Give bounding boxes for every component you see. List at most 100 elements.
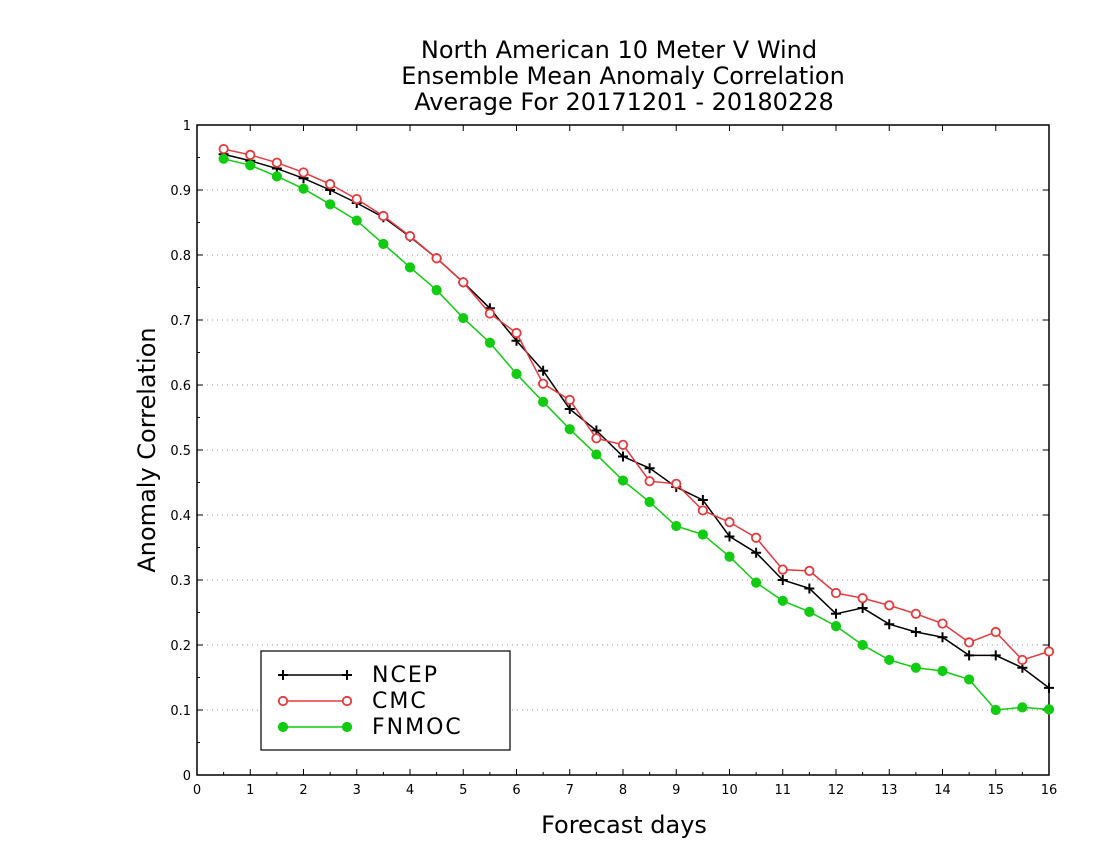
data-point-ncep: [910, 627, 921, 637]
data-point-fnmoc: [964, 674, 975, 685]
data-point-cmc: [564, 394, 575, 406]
y-tick-label: 1: [183, 119, 191, 134]
data-point-cmc: [777, 564, 788, 575]
data-point-cmc: [857, 593, 868, 604]
data-point-fnmoc: [218, 153, 229, 164]
x-tick-label: 11: [774, 783, 791, 798]
x-tick-label: 8: [619, 783, 627, 798]
data-point-fnmoc: [1017, 702, 1028, 713]
data-point-fnmoc: [271, 171, 282, 182]
x-tick-label: 16: [1041, 783, 1058, 798]
data-point-fnmoc: [910, 662, 921, 673]
data-point-cmc: [830, 587, 842, 599]
data-point-cmc: [245, 149, 256, 160]
series-line-fnmoc: [223, 158, 1050, 711]
data-point-ncep: [804, 583, 815, 594]
legend-marker-fnmoc: [341, 721, 353, 733]
data-point-cmc: [511, 327, 522, 339]
x-tick-label: 9: [672, 783, 680, 798]
data-point-cmc: [431, 253, 442, 264]
data-point-fnmoc: [644, 496, 655, 508]
data-point-cmc: [804, 565, 815, 577]
legend-marker-ncep: [342, 670, 352, 680]
x-tick-label: 14: [934, 783, 951, 798]
data-point-ncep: [937, 632, 948, 643]
data-point-fnmoc: [990, 704, 1001, 716]
series-layer: [218, 143, 1055, 716]
data-point-cmc: [538, 378, 549, 389]
data-point-fnmoc: [325, 199, 336, 210]
data-point-fnmoc: [351, 215, 362, 226]
legend-label-fnmoc: FNMOC: [372, 715, 463, 740]
data-point-fnmoc: [378, 238, 389, 250]
data-point-cmc: [910, 608, 921, 619]
data-point-ncep: [964, 650, 975, 661]
axis-ticks: 00.10.20.30.40.50.60.70.80.910 1 2 3 4 5 6 7 8 9 1…: [170, 119, 1057, 798]
data-point-fnmoc: [431, 285, 442, 296]
data-point-fnmoc: [1043, 704, 1055, 715]
data-point-cmc: [697, 505, 708, 516]
data-point-cmc: [617, 439, 629, 450]
y-tick-label: 0.1: [170, 704, 191, 719]
x-tick-label: 0: [193, 783, 201, 798]
data-point-fnmoc: [751, 577, 762, 588]
data-point-ncep: [751, 547, 762, 558]
data-point-cmc: [404, 231, 416, 242]
data-point-cmc: [937, 618, 948, 629]
legend-marker-cmc: [277, 695, 289, 707]
data-point-fnmoc: [245, 160, 256, 171]
x-tick-label: 13: [881, 783, 898, 798]
data-point-ncep: [1044, 682, 1054, 693]
data-point-cmc: [1043, 646, 1055, 657]
x-axis-title: Forecast days: [541, 811, 707, 839]
data-point-ncep: [831, 608, 841, 619]
data-point-fnmoc: [484, 337, 495, 348]
x-tick-label: 3: [353, 783, 361, 798]
data-point-cmc: [724, 517, 735, 528]
legend: NCEP CMC FNMOC: [260, 650, 511, 751]
data-point-ncep: [990, 650, 1001, 661]
legend-label-ncep: NCEP: [372, 663, 439, 688]
series-line-cmc: [223, 148, 1050, 661]
legend-swatches: [277, 670, 353, 733]
data-point-ncep: [857, 602, 868, 613]
data-point-cmc: [884, 600, 895, 611]
x-tick-label: 4: [406, 783, 414, 798]
data-point-cmc: [351, 194, 362, 205]
x-tick-label: 1: [246, 783, 254, 798]
y-tick-label: 0.3: [170, 574, 191, 589]
data-point-cmc: [591, 433, 602, 444]
data-point-cmc: [325, 179, 336, 190]
x-tick-label: 10: [721, 783, 738, 798]
data-point-fnmoc: [458, 312, 469, 324]
y-tick-label: 0.9: [170, 184, 191, 199]
data-point-fnmoc: [404, 262, 416, 273]
data-point-cmc: [671, 478, 682, 489]
x-tick-label: 5: [459, 783, 467, 798]
y-tick-label: 0.5: [170, 444, 191, 459]
series-line-ncep: [223, 153, 1050, 689]
data-point-fnmoc: [857, 639, 868, 651]
data-point-ncep: [697, 495, 708, 506]
data-point-fnmoc: [591, 449, 602, 460]
data-point-fnmoc: [671, 520, 682, 532]
data-point-cmc: [990, 626, 1001, 638]
chart-title-line-1: North American 10 Meter V Wind: [421, 36, 817, 64]
data-point-fnmoc: [511, 368, 522, 380]
chart-title-line-3: Average For 20171201 - 20180228: [414, 88, 834, 116]
y-tick-label: 0.7: [170, 314, 191, 329]
y-axis-title: Anomaly Correlation: [133, 327, 161, 572]
data-point-fnmoc: [697, 529, 708, 540]
data-point-cmc: [964, 637, 975, 648]
legend-marker-ncep: [278, 670, 288, 680]
data-point-cmc: [644, 476, 655, 487]
legend-label-cmc: CMC: [372, 689, 428, 714]
y-tick-label: 0: [183, 769, 191, 784]
data-point-fnmoc: [538, 396, 549, 407]
y-tick-label: 0.8: [170, 249, 191, 264]
x-tick-label: 6: [512, 783, 520, 798]
data-point-cmc: [378, 210, 389, 222]
data-point-fnmoc: [804, 606, 815, 617]
x-tick-label: 15: [987, 783, 1004, 798]
data-point-cmc: [218, 143, 229, 155]
